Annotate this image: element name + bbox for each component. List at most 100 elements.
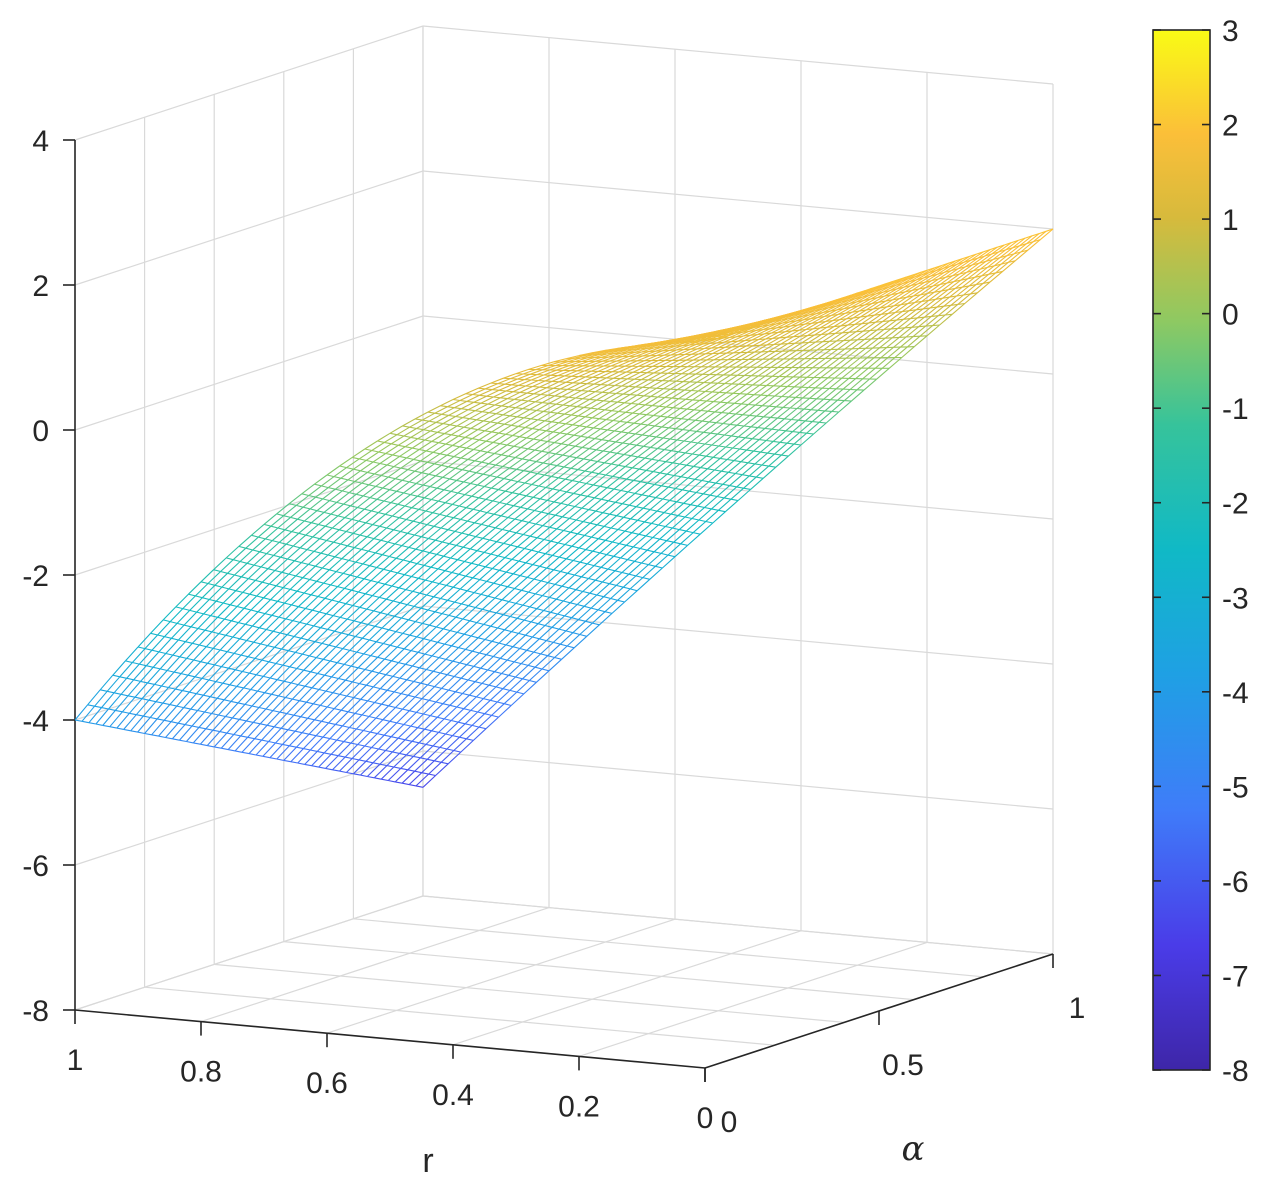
mesh-segment (422, 550, 430, 554)
mesh-segment (513, 649, 528, 663)
mesh-segment (342, 725, 350, 729)
mesh-segment (337, 662, 345, 665)
mesh-segment (395, 706, 403, 710)
mesh-segment (650, 388, 664, 397)
mesh-segment (394, 532, 408, 545)
mesh-segment (372, 750, 386, 764)
mesh-segment (613, 371, 627, 379)
mesh-segment (692, 399, 700, 401)
mesh-segment (664, 449, 672, 452)
mesh-segment (375, 541, 389, 554)
mesh-segment (157, 634, 165, 638)
mesh-segment (641, 551, 655, 564)
mesh-segment (714, 469, 722, 472)
mesh-segment (337, 505, 351, 517)
mesh-segment (295, 651, 303, 655)
mesh-segment (899, 289, 913, 300)
mesh-segment (684, 442, 699, 454)
mesh-segment (436, 421, 444, 425)
mesh-segment (725, 436, 739, 448)
mesh-segment (732, 324, 746, 330)
mesh-segment (459, 446, 467, 449)
mesh-segment (167, 669, 175, 673)
mesh-segment (471, 486, 485, 497)
mesh-segment (366, 763, 381, 777)
mesh-segment (362, 552, 376, 565)
mesh-segment (595, 500, 609, 512)
mesh-segment (400, 520, 414, 532)
mesh-segment (378, 672, 387, 676)
mesh-segment (666, 529, 680, 542)
mesh-segment (333, 467, 347, 478)
mesh-segment (546, 628, 560, 642)
mesh-segment (767, 343, 782, 353)
mesh-segment (489, 610, 497, 614)
mesh-segment (612, 466, 626, 477)
mesh-segment (600, 377, 614, 386)
mesh-segment (490, 553, 499, 557)
mesh-segment (444, 425, 458, 435)
mesh-segment (615, 432, 629, 443)
mesh-segment (807, 306, 821, 313)
mesh-segment (885, 292, 899, 302)
mesh-segment (340, 532, 354, 545)
mesh-segment (416, 482, 424, 486)
mesh-segment (301, 483, 315, 495)
mesh-segment (449, 618, 464, 632)
mesh-segment (418, 440, 433, 450)
mesh-segment (452, 503, 460, 507)
mesh-segment (441, 613, 450, 616)
mesh-segment (592, 351, 606, 356)
mesh-segment (891, 327, 906, 339)
mesh-segment (713, 401, 721, 403)
mesh-segment (576, 448, 590, 459)
mesh-segment (400, 467, 409, 471)
mesh-segment (663, 380, 677, 390)
mesh-segment (563, 519, 577, 531)
mesh-segment (798, 358, 812, 369)
mesh-segment (353, 608, 368, 622)
mesh-segment (542, 402, 550, 404)
mesh-segment (235, 669, 243, 673)
mesh-segment (798, 409, 812, 421)
mesh-segment (228, 667, 236, 671)
mesh-segment (497, 616, 511, 629)
mesh-segment (488, 463, 496, 466)
mesh-segment (968, 275, 983, 287)
mesh-segment (673, 464, 687, 476)
mesh-segment (490, 614, 504, 627)
mesh-segment (216, 600, 224, 604)
mesh-segment (778, 419, 792, 431)
mesh-segment (420, 596, 435, 609)
mesh-segment (302, 577, 310, 581)
mesh-segment (606, 371, 620, 379)
mesh-segment (770, 358, 784, 368)
mesh-segment (381, 543, 396, 556)
mesh-segment (373, 765, 388, 779)
mesh-segment (274, 634, 288, 648)
mesh-segment (367, 471, 375, 475)
mesh-segment (228, 654, 242, 669)
mesh-segment (942, 260, 956, 269)
mesh-segment (636, 387, 650, 396)
mesh-segment (376, 641, 384, 645)
mesh-segment (339, 605, 354, 618)
mesh-segment (463, 426, 471, 429)
mesh-segment (620, 557, 628, 561)
mesh-segment (285, 606, 299, 620)
mesh-segment (462, 417, 470, 420)
mesh-segment (498, 558, 513, 571)
mesh-segment (439, 746, 448, 750)
mesh-segment (372, 513, 386, 526)
mesh-segment (755, 324, 769, 332)
mesh-segment (210, 696, 218, 699)
mesh-segment (614, 384, 622, 387)
mesh-segment (706, 352, 720, 361)
mesh-segment (703, 422, 717, 433)
mesh-segment (834, 324, 849, 334)
mesh-segment (568, 444, 576, 447)
mesh-segment (701, 335, 715, 341)
mesh-segment (158, 721, 172, 737)
mesh-segment (675, 419, 689, 430)
mesh-segment (613, 544, 627, 557)
